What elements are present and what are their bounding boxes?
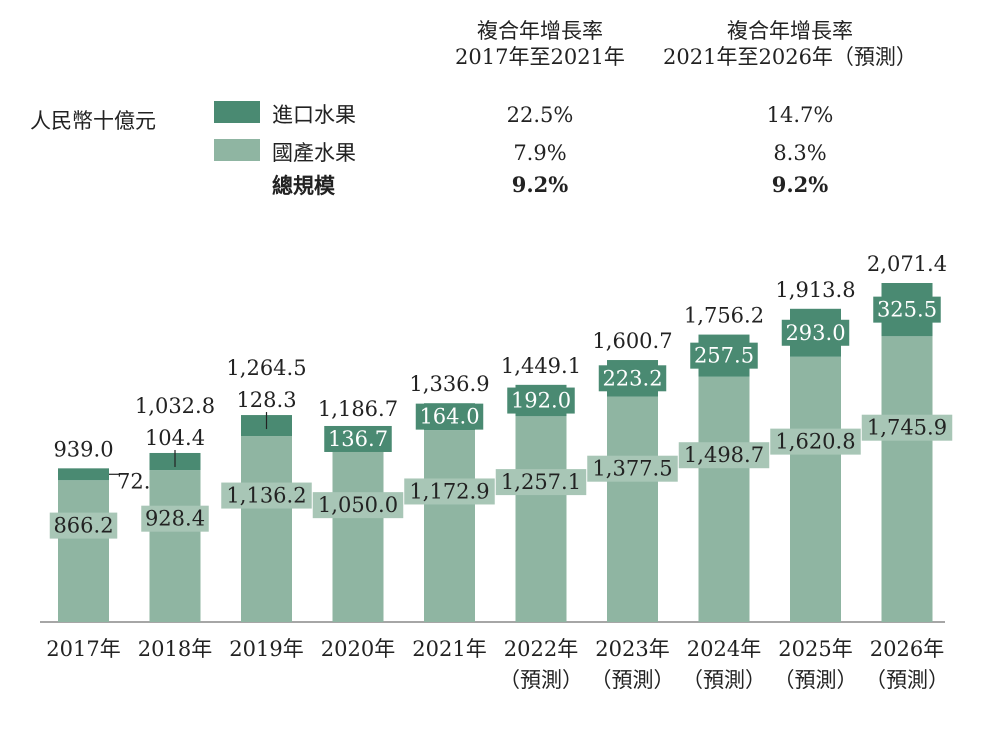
x-tick-label-3: 2020年: [321, 637, 395, 661]
label-domestic-8-bg: [770, 428, 861, 455]
label-total-7: 1,756.2: [684, 304, 764, 328]
label-domestic-3: 1,050.0: [318, 493, 398, 517]
bar-domestic-0: [58, 480, 109, 622]
label-domestic-7-bg: [678, 442, 770, 469]
label-imported-6: 223.2: [602, 366, 662, 390]
bar-imported-0: [58, 468, 109, 481]
x-tick-label-0: 2017年: [46, 637, 120, 661]
x-tick-label-5-sub: （預測）: [499, 668, 583, 692]
label-imported-7: 257.5: [694, 344, 754, 368]
label-total-8: 1,913.8: [775, 278, 855, 302]
cagr-imported-2021-2026: 14.7%: [766, 103, 834, 127]
cagr-header-2017-2021-line2: 2017年至2021年: [455, 45, 625, 69]
cagr-header-2021-2026-line1: 複合年增長率: [727, 19, 853, 43]
cagr-domestic-2017-2021: 7.9%: [513, 141, 567, 165]
cagr-header-2021-2026-line2: 2021年至2026年（預測）: [663, 45, 917, 69]
legend-swatch-imported: [214, 101, 260, 123]
label-total-4: 1,336.9: [409, 372, 489, 396]
legend-swatch-domestic: [214, 139, 260, 161]
bar-domestic-9: [881, 336, 933, 622]
bar-domestic-8: [790, 356, 841, 622]
label-domestic-7: 1,498.7: [684, 443, 764, 467]
label-imported-9-bg: [873, 296, 941, 323]
label-imported-5-bg: [507, 387, 575, 414]
bar-domestic-6: [607, 396, 658, 622]
label-domestic-3-bg: [312, 492, 404, 519]
label-total-3: 1,186.7: [318, 397, 398, 421]
bar-domestic-5: [515, 416, 567, 622]
x-tick-label-4: 2021年: [412, 637, 486, 661]
bar-domestic-7: [698, 376, 750, 622]
cagr-header-2017-2021: 複合年增長率 2017年至2021年: [440, 18, 640, 70]
unit-label: 人民幣十億元: [30, 109, 156, 133]
label-domestic-8: 1,620.8: [775, 430, 855, 454]
cagr-total-2017-2021: 9.2%: [511, 172, 569, 197]
cagr-header-2017-2021-line1: 複合年增長率: [477, 19, 603, 43]
label-domestic-9: 1,745.9: [867, 416, 947, 440]
label-domestic-5: 1,257.1: [501, 470, 581, 494]
label-total-2: 1,264.5: [226, 356, 306, 380]
label-domestic-2: 1,136.2: [226, 484, 306, 508]
x-tick-label-7-sub: （預測）: [682, 668, 766, 692]
label-total-6: 1,600.7: [592, 329, 672, 353]
legend-label-total: 總規模: [272, 174, 335, 198]
x-tick-label-9-sub: （預測）: [865, 668, 949, 692]
label-domestic-1: 928.4: [145, 507, 205, 531]
legend-label-domestic: 國產水果: [272, 141, 356, 165]
cagr-domestic-2021-2026: 8.3%: [773, 141, 827, 165]
bar-domestic-1: [149, 470, 201, 622]
x-tick-label-2: 2019年: [229, 637, 303, 661]
label-imported-8-bg: [781, 319, 850, 346]
legend-label-imported: 進口水果: [272, 103, 356, 127]
label-domestic-1-bg: [141, 505, 209, 532]
bar-domestic-3: [332, 450, 384, 622]
x-tick-label-6-sub: （預測）: [591, 668, 675, 692]
label-total-5: 1,449.1: [501, 354, 581, 378]
bar-domestic-2: [241, 436, 292, 622]
label-domestic-0-bg: [49, 512, 118, 539]
label-domestic-4: 1,172.9: [409, 479, 489, 503]
label-domestic-9-bg: [861, 414, 953, 441]
x-tick-label-8: 2025年: [778, 637, 852, 661]
label-domestic-5-bg: [495, 469, 587, 496]
label-total-1: 1,032.8: [135, 394, 215, 418]
label-total-9: 2,071.4: [867, 252, 947, 276]
label-imported-5: 192.0: [511, 389, 571, 413]
label-imported-8: 293.0: [785, 321, 845, 345]
cagr-header-2021-2026: 複合年增長率 2021年至2026年（預測）: [640, 18, 940, 70]
label-imported-4-bg: [415, 403, 484, 430]
label-imported-3-bg: [324, 425, 392, 452]
label-imported-7-bg: [690, 342, 758, 369]
label-imported-2: 128.3: [236, 388, 296, 412]
label-domestic-0: 866.2: [53, 514, 113, 538]
label-domestic-4-bg: [404, 478, 495, 505]
x-tick-label-6: 2023年: [595, 637, 669, 661]
x-tick-label-8-sub: （預測）: [774, 668, 858, 692]
label-imported-6-bg: [598, 365, 667, 392]
label-imported-1: 104.4: [145, 426, 205, 450]
bar-domestic-4: [424, 430, 475, 622]
cagr-total-2021-2026: 9.2%: [771, 172, 829, 197]
x-tick-label-5: 2022年: [504, 637, 578, 661]
x-tick-label-1: 2018年: [138, 637, 212, 661]
label-total-0: 939.0: [53, 437, 113, 461]
label-domestic-6: 1,377.5: [592, 457, 672, 481]
label-domestic-6-bg: [587, 455, 678, 482]
label-imported-9: 325.5: [877, 298, 937, 322]
label-domestic-2-bg: [221, 482, 312, 509]
cagr-imported-2017-2021: 22.5%: [506, 103, 574, 127]
x-tick-label-9: 2026年: [870, 637, 944, 661]
x-tick-label-7: 2024年: [687, 637, 761, 661]
label-imported-3: 136.7: [328, 427, 388, 451]
label-imported-4: 164.0: [419, 405, 479, 429]
